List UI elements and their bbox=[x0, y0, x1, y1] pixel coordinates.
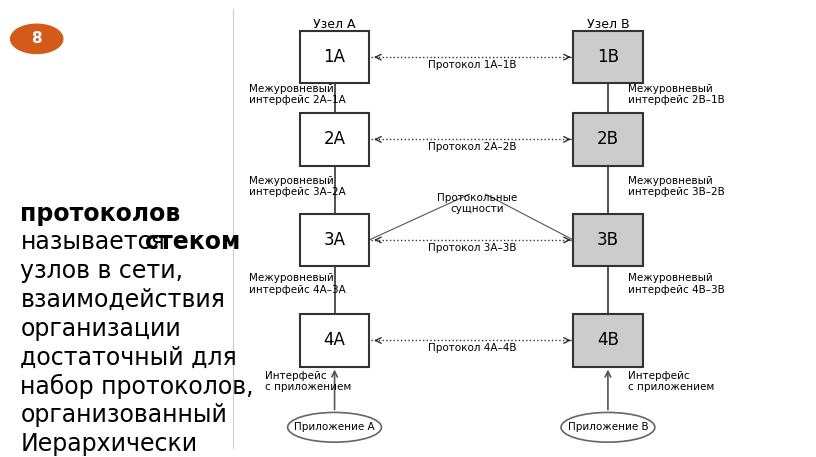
Bar bbox=[573, 214, 643, 266]
Text: Межуровневый
интерфейс 3В–2В: Межуровневый интерфейс 3В–2В bbox=[628, 175, 725, 197]
Text: 2A: 2A bbox=[324, 130, 345, 149]
Text: Узел В: Узел В bbox=[587, 18, 629, 31]
Text: Протокол 3А–3В: Протокол 3А–3В bbox=[428, 243, 517, 253]
Text: 8: 8 bbox=[31, 32, 42, 46]
Text: Узел А: Узел А bbox=[313, 18, 356, 31]
Text: Межуровневый
интерфейс 2А–1А: Межуровневый интерфейс 2А–1А bbox=[249, 84, 346, 106]
Bar bbox=[300, 113, 369, 166]
Bar bbox=[300, 31, 369, 83]
Text: организации: организации bbox=[20, 317, 181, 341]
Ellipse shape bbox=[287, 412, 382, 442]
Text: набор протоколов,: набор протоколов, bbox=[20, 374, 254, 399]
Text: стеком: стеком bbox=[145, 230, 241, 255]
Text: 2B: 2B bbox=[597, 130, 619, 149]
Text: Протокол 2А–2В: Протокол 2А–2В bbox=[428, 142, 517, 152]
Text: 3A: 3A bbox=[324, 231, 345, 249]
Text: Межуровневый
интерфейс 4А–3А: Межуровневый интерфейс 4А–3А bbox=[249, 273, 346, 295]
Bar bbox=[573, 314, 643, 367]
Text: 1A: 1A bbox=[324, 48, 345, 66]
Text: Иерархически: Иерархически bbox=[20, 432, 197, 456]
Text: Приложение А: Приложение А bbox=[295, 422, 375, 432]
Text: Протокольные
сущности: Протокольные сущности bbox=[437, 192, 517, 214]
Text: Протокол 1А–1В: Протокол 1А–1В bbox=[428, 60, 517, 70]
Text: Приложение В: Приложение В bbox=[568, 422, 648, 432]
Text: Межуровневый
интерфейс 3А–2А: Межуровневый интерфейс 3А–2А bbox=[249, 175, 346, 197]
Text: 1B: 1B bbox=[597, 48, 619, 66]
Ellipse shape bbox=[561, 412, 654, 442]
Text: 4A: 4A bbox=[324, 331, 345, 350]
Bar bbox=[300, 314, 369, 367]
Text: протоколов: протоколов bbox=[20, 202, 180, 226]
Circle shape bbox=[11, 24, 63, 53]
Text: Межуровневый
интерфейс 4В–3В: Межуровневый интерфейс 4В–3В bbox=[628, 273, 725, 295]
Text: Интерфейс
с приложением: Интерфейс с приложением bbox=[265, 371, 352, 393]
Text: 3B: 3B bbox=[597, 231, 619, 249]
Text: Интерфейс
с приложением: Интерфейс с приложением bbox=[628, 371, 715, 393]
Bar bbox=[300, 214, 369, 266]
Text: называется: называется bbox=[20, 230, 165, 255]
Text: достаточный для: достаточный для bbox=[20, 345, 237, 370]
Bar bbox=[573, 31, 643, 83]
Text: организованный: организованный bbox=[20, 403, 228, 427]
Text: Протокол 4А–4В: Протокол 4А–4В bbox=[428, 343, 517, 353]
Text: 4B: 4B bbox=[597, 331, 619, 350]
Text: узлов в сети,: узлов в сети, bbox=[20, 259, 184, 283]
Text: взаимодействия: взаимодействия bbox=[20, 288, 225, 312]
Text: Межуровневый
интерфейс 2В–1В: Межуровневый интерфейс 2В–1В bbox=[628, 84, 725, 106]
Bar bbox=[573, 113, 643, 166]
